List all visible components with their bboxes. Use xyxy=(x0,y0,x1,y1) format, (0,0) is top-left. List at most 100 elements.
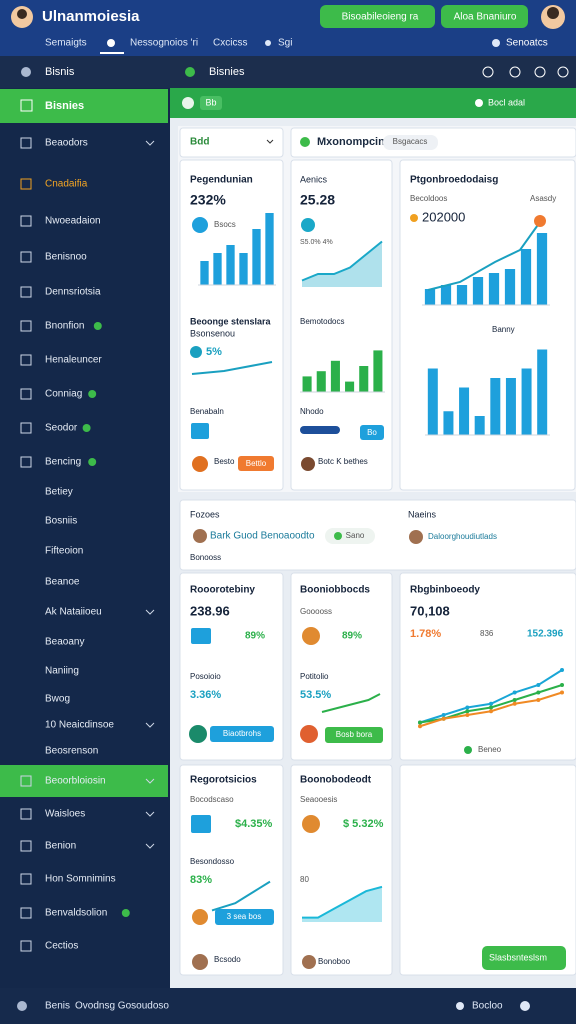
tab-icon xyxy=(107,39,115,47)
sidebar-item[interactable]: Henaleuncer xyxy=(45,355,102,366)
icon xyxy=(20,99,33,112)
status-dot xyxy=(88,458,97,466)
badge xyxy=(383,135,438,150)
label: $4.35% xyxy=(235,818,273,830)
sidebar-item[interactable]: Beaodors xyxy=(45,138,88,149)
card xyxy=(290,572,393,761)
sidebar-item[interactable]: Benion xyxy=(45,841,76,852)
sidebar-item[interactable]: Ak Nataiioeu xyxy=(45,607,102,618)
sidebar-item[interactable]: Fifteoion xyxy=(45,546,83,557)
sidebar-item[interactable]: Betiey xyxy=(45,487,73,498)
label: Bark Guod Benoaoodto xyxy=(210,531,315,542)
sidebar-item[interactable]: Conniag xyxy=(45,389,82,400)
tag-label: Sano xyxy=(346,531,365,540)
icon xyxy=(20,775,32,787)
point xyxy=(418,724,422,729)
sidebar-item[interactable]: Cnadaifia xyxy=(45,179,88,190)
sidebar-item[interactable]: Beanoe xyxy=(45,577,80,588)
sidebar-item[interactable]: Beaoany xyxy=(45,637,84,648)
metric: 3.36% xyxy=(190,689,221,701)
point xyxy=(512,698,517,702)
card xyxy=(179,127,284,158)
icon xyxy=(20,422,32,434)
label: Daloorghoudiutlads xyxy=(428,532,497,541)
status-dot xyxy=(121,909,130,917)
icon xyxy=(192,217,208,233)
button[interactable] xyxy=(360,425,384,440)
avatar xyxy=(192,456,208,472)
button[interactable] xyxy=(238,456,274,471)
sidebar-item[interactable]: Bnonfion xyxy=(45,321,84,332)
button[interactable] xyxy=(325,727,383,743)
metric: 202000 xyxy=(422,209,465,224)
sidebar-item[interactable]: Naniing xyxy=(45,666,79,677)
icon xyxy=(20,840,32,852)
label: Potitolio xyxy=(300,672,329,681)
label: S5.0% 4% xyxy=(300,239,333,246)
sidebar-item[interactable]: Bencing xyxy=(45,457,81,468)
sidebar-item[interactable]: Nwoeadaion xyxy=(45,216,101,227)
metric: 83% xyxy=(190,874,212,886)
sidebar-active[interactable] xyxy=(0,765,168,797)
label: 80 xyxy=(300,875,309,884)
bar xyxy=(536,233,548,305)
button[interactable] xyxy=(210,726,274,742)
chevron xyxy=(145,811,155,817)
icon xyxy=(20,456,32,468)
line xyxy=(302,885,383,919)
sidebar-item[interactable]: Bwog xyxy=(45,694,70,705)
bar xyxy=(504,269,516,305)
app-title: Ulnanmoiesia xyxy=(42,8,140,25)
point xyxy=(536,690,541,695)
cta-button[interactable] xyxy=(482,946,566,970)
icon xyxy=(191,423,209,439)
point xyxy=(560,668,564,672)
label: Bsonsenou xyxy=(190,328,235,338)
tag xyxy=(325,528,375,544)
sidebar-title: Bisnis xyxy=(45,66,75,78)
card xyxy=(179,499,576,571)
cta-label: Slasbsnteslsm xyxy=(489,952,547,962)
sidebar-item[interactable]: Benisnoo xyxy=(45,252,87,263)
bar xyxy=(330,360,340,392)
icon xyxy=(520,1001,530,1011)
panel-title: Mxonompcin xyxy=(317,136,385,148)
sidebar-item[interactable]: Benvaldsolion xyxy=(45,908,107,919)
icon xyxy=(534,66,546,78)
sidebar-item[interactable]: Seodor xyxy=(45,423,78,434)
label: Benabaln xyxy=(190,407,224,416)
header-button[interactable] xyxy=(441,5,528,28)
chevron xyxy=(145,609,155,615)
button[interactable] xyxy=(215,909,274,925)
label: Regorotsicios xyxy=(190,775,257,786)
avatar xyxy=(193,529,207,543)
sidebar-active[interactable] xyxy=(0,89,168,123)
bar xyxy=(252,229,261,285)
sidebar-item[interactable]: Beosrenson xyxy=(45,746,98,757)
sidebar-item[interactable]: Cectios xyxy=(45,941,78,952)
sidebar-item[interactable]: Bosniis xyxy=(45,516,77,527)
header-button[interactable] xyxy=(320,5,435,28)
bar xyxy=(521,368,532,435)
sidebar-item[interactable]: Waisloes xyxy=(45,809,85,820)
icon xyxy=(482,66,494,78)
avatar-hair xyxy=(547,7,559,19)
sidebar-item[interactable]: Hon Somnimins xyxy=(45,874,116,885)
icon xyxy=(300,137,310,147)
sidebar-item[interactable]: Dennsriotsia xyxy=(45,287,101,298)
icon xyxy=(20,388,32,400)
label: Rooorotebiny xyxy=(190,585,255,596)
icon xyxy=(20,178,32,190)
sidebar-item[interactable]: 10 Neaicdinsoe xyxy=(45,720,114,731)
button-label: Bosb bora xyxy=(336,730,373,739)
point xyxy=(512,690,517,695)
sidebar-item[interactable]: Beoorbloiosin xyxy=(45,776,106,787)
label: Asasdy xyxy=(530,194,556,203)
footer-status: Ovodnsg Gosoudoso xyxy=(75,1001,169,1012)
icon xyxy=(475,99,483,107)
tab-chip[interactable] xyxy=(200,96,222,110)
label: Bonoboo xyxy=(318,957,351,966)
bar xyxy=(200,261,209,285)
tab: Nessognoios 'ri xyxy=(130,38,198,49)
icon xyxy=(300,725,318,743)
